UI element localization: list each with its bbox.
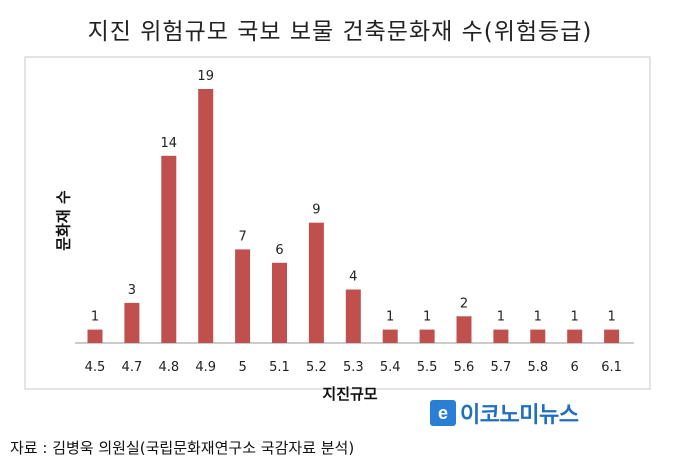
x-tick-label-5.1: 5.1: [269, 360, 290, 375]
logo-mark-icon: e: [430, 400, 456, 426]
bar-4.5: [87, 329, 103, 343]
value-label-5.5: 1: [423, 310, 431, 325]
x-tick-label-4.7: 4.7: [122, 360, 143, 375]
source-note: 자료 : 김병욱 의원실(국립문화재연구소 국감자료 분석): [10, 439, 355, 457]
bar-5.7: [493, 329, 509, 343]
x-tick-label-5.6: 5.6: [454, 360, 475, 375]
value-label-5.1: 6: [275, 243, 283, 258]
brand-logo: e 이코노미뉴스: [430, 400, 579, 428]
bar-5.6: [456, 316, 472, 343]
value-label-6.1: 1: [607, 310, 615, 325]
x-tick-label-6.1: 6.1: [601, 360, 622, 375]
value-label-4.7: 3: [128, 283, 136, 298]
bar-5: [235, 249, 251, 343]
value-label-5.7: 1: [497, 310, 505, 325]
x-tick-label-5.4: 5.4: [380, 360, 401, 375]
x-tick-label-5.3: 5.3: [343, 360, 364, 375]
x-axis-label: 지진규모: [322, 385, 378, 403]
bar-5.1: [272, 262, 287, 343]
bar-4.9: [198, 89, 214, 343]
bar-5.2: [308, 222, 324, 343]
value-label-5.2: 9: [312, 203, 320, 218]
chart-title: 지진 위험규모 국보 보물 건축문화재 수(위험등급): [87, 19, 593, 45]
bar-4.8: [161, 155, 177, 343]
bar-5.3: [345, 289, 361, 343]
bar-6: [567, 329, 583, 343]
logo-text: 이코노미뉴스: [460, 403, 579, 428]
bar-4.7: [124, 302, 140, 343]
value-label-5.8: 1: [534, 310, 542, 325]
x-tick-label-5.7: 5.7: [491, 360, 512, 375]
bar-5.5: [419, 329, 435, 343]
y-axis-label: 문화재 수: [54, 190, 73, 251]
x-tick-label-5.5: 5.5: [417, 360, 438, 375]
x-tick-label-6: 6: [571, 360, 579, 375]
x-tick-label-5.8: 5.8: [527, 360, 548, 375]
bar-5.4: [382, 329, 398, 343]
value-label-4.8: 14: [161, 136, 178, 151]
value-label-4.5: 1: [91, 310, 99, 325]
bar-6.1: [604, 329, 620, 343]
plot-frame: [24, 56, 651, 390]
value-label-5.6: 2: [460, 296, 468, 311]
value-label-6: 1: [571, 310, 579, 325]
value-label-5.3: 4: [349, 270, 357, 285]
x-tick-label-4.8: 4.8: [158, 360, 179, 375]
x-tick-label-4.5: 4.5: [85, 360, 106, 375]
x-tick-label-4.9: 4.9: [195, 360, 216, 375]
x-tick-label-5.2: 5.2: [306, 360, 327, 375]
value-label-5.4: 1: [386, 310, 394, 325]
bar-5.8: [530, 329, 546, 343]
value-label-5: 7: [238, 229, 246, 244]
x-tick-label-5: 5: [238, 360, 246, 375]
value-label-4.9: 19: [197, 69, 214, 84]
